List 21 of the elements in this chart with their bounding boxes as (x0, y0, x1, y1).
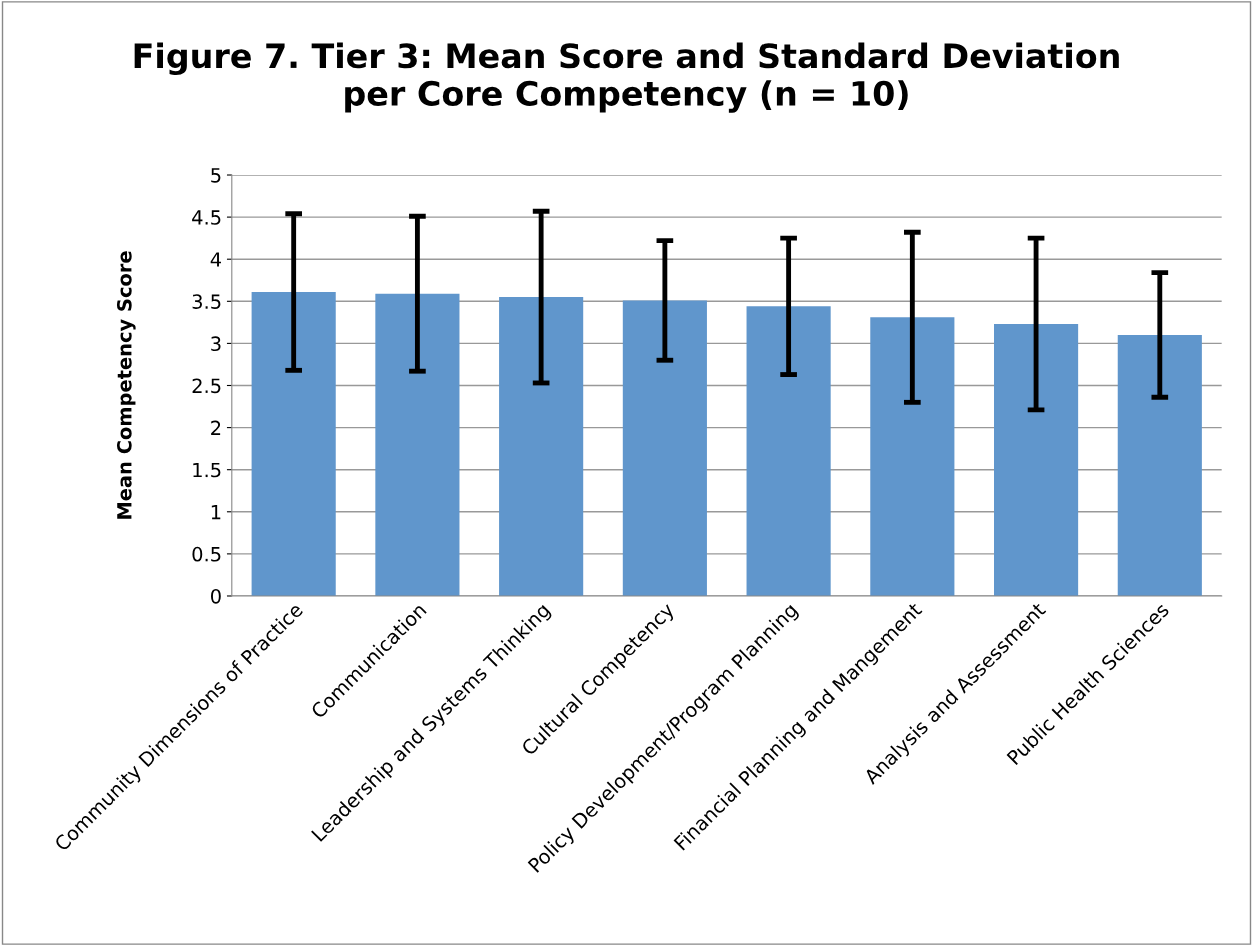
bar (251, 292, 336, 596)
y-tick-label: 1.5 (193, 462, 221, 478)
bar (746, 306, 831, 596)
bar (1117, 334, 1202, 596)
bar (622, 300, 707, 596)
bar (870, 317, 955, 596)
chart-title: Figure 7. Tier 3: Mean Score and Standard Deviation per Core Competency (n = 10) (134, 42, 1119, 113)
y-tick-label: 2.5 (192, 378, 221, 394)
y-tick-label: 2 (211, 420, 221, 435)
y-tick-label: 5 (211, 168, 221, 183)
y-tick-label: 4 (210, 252, 221, 267)
bar (499, 297, 584, 596)
bar (375, 293, 460, 596)
y-tick-label: 0 (210, 588, 221, 604)
y-axis-title: Mean Competency Score (116, 251, 136, 519)
y-tick-label: 0.5 (192, 546, 221, 562)
y-tick-label: 4.5 (192, 210, 221, 225)
y-tick-label: 3.5 (192, 294, 221, 309)
y-tick-label: 3 (211, 336, 221, 352)
bar (994, 324, 1079, 596)
y-tick-label: 1 (211, 505, 221, 520)
